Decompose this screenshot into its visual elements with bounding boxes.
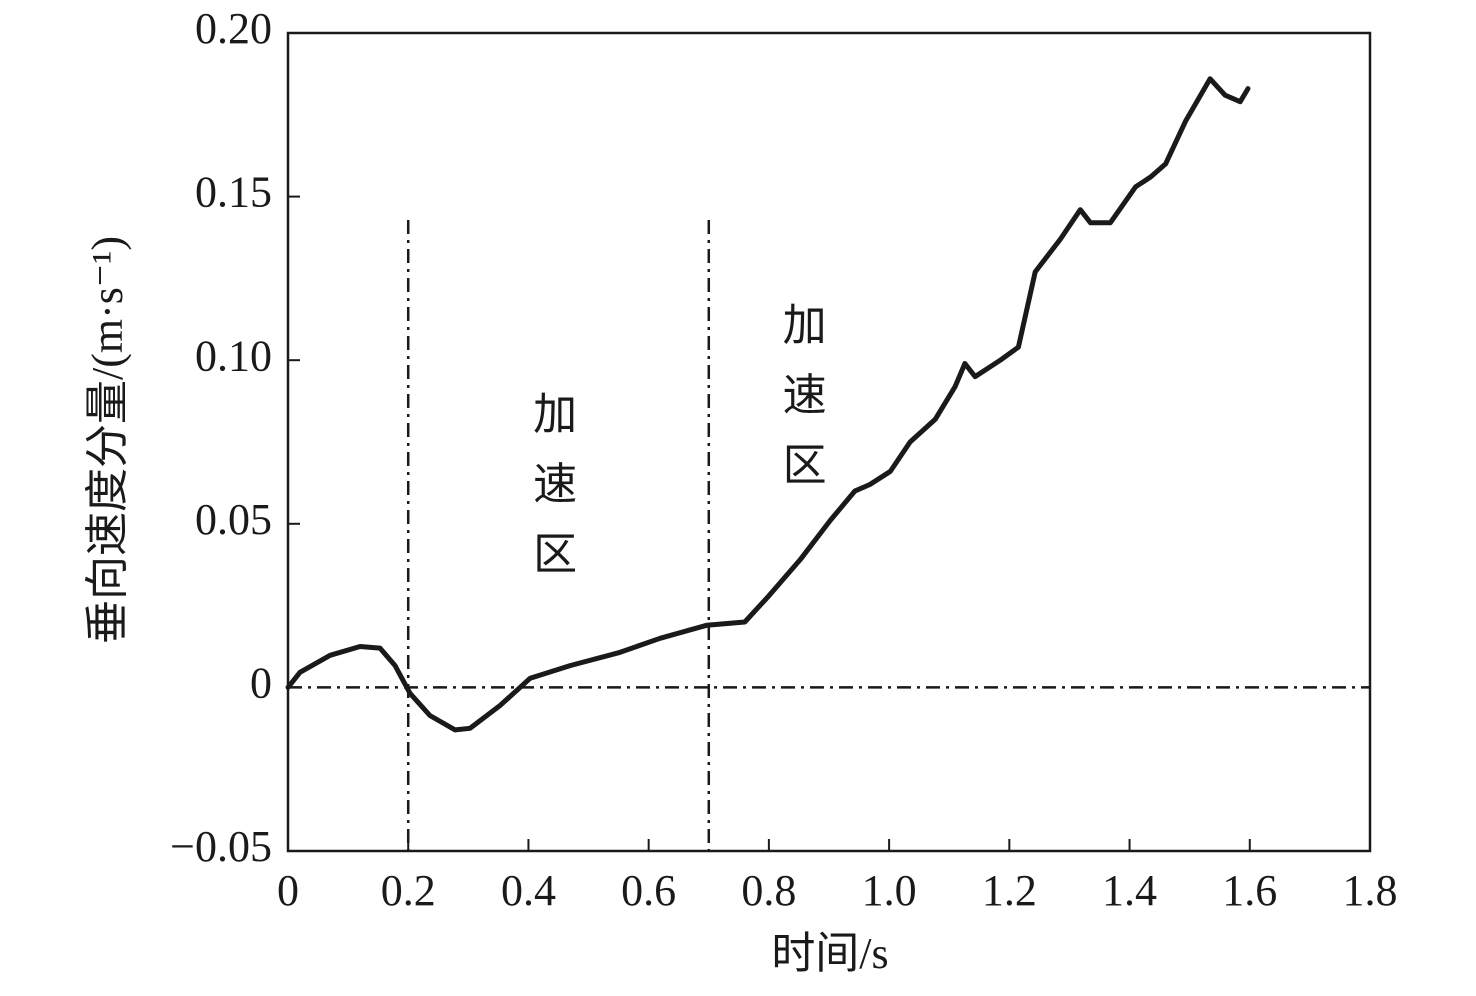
x-tick-label: 0.8 [741, 866, 796, 915]
x-tick-label: 0.6 [621, 866, 676, 915]
y-axis-label: 垂向速度分量/(m·s⁻¹) [83, 236, 132, 644]
x-tick-label: 1.2 [982, 866, 1037, 915]
data-line [285, 76, 1251, 733]
y-tick-label: 0.20 [195, 4, 272, 53]
y-tick-label: 0.10 [195, 331, 272, 380]
annotation: 加速区 [776, 301, 826, 511]
y-tick-label: 0 [250, 658, 272, 707]
x-tick-label: 0.4 [501, 866, 556, 915]
plot-frame [286, 31, 1372, 853]
x-tick-label: 0 [277, 866, 299, 915]
y-tick-label: −0.05 [170, 822, 272, 871]
x-tick-label: 1.8 [1343, 866, 1398, 915]
x-tick-label: 1.4 [1102, 866, 1157, 915]
x-tick-label: 1.6 [1222, 866, 1277, 915]
y-tick-label: 0.15 [195, 168, 272, 217]
x-tick-label: 0.2 [381, 866, 436, 915]
y-tick-label: 0.05 [195, 495, 272, 544]
x-axis-label: 时间/s [771, 929, 888, 978]
annotation: 加速区 [526, 390, 576, 600]
x-tick-label: 1.0 [862, 866, 917, 915]
